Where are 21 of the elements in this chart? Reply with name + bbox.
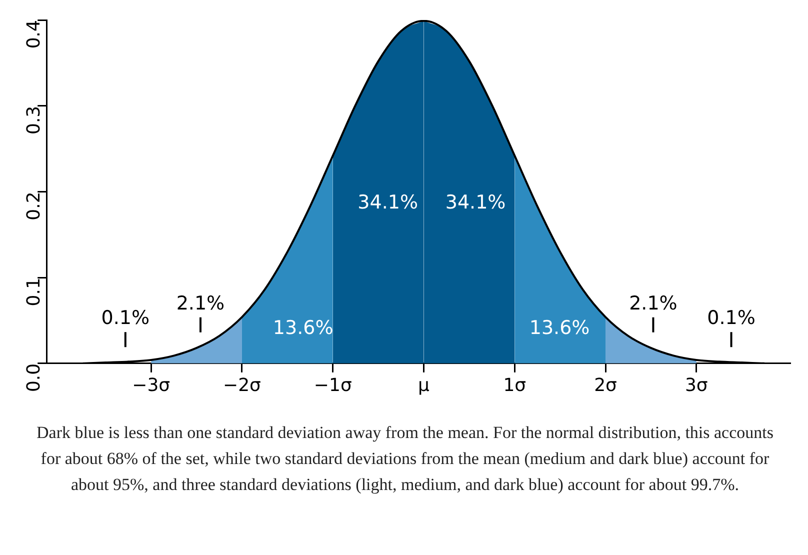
x-tick-label: 3σ (684, 374, 708, 396)
annotation: 13.6% (272, 316, 334, 339)
y-tick-label: 0.2 (23, 192, 44, 220)
annotation: 0.1% (101, 307, 150, 330)
y-tick-label: 0.1 (23, 278, 44, 306)
annotation: 2.1% (629, 292, 678, 314)
x-tick-label: −1σ (314, 374, 352, 396)
x-tick-label: −3σ (132, 374, 170, 396)
annotation: 34.1% (445, 191, 506, 214)
y-tick-label: 0.4 (23, 20, 44, 49)
annotation: 0.1% (707, 307, 756, 330)
x-tick-label: −2σ (223, 374, 261, 396)
annotation: 13.6% (529, 316, 590, 339)
text: Dark blue is less than one standard deviation away from the mean. For the normal distribution, this accounts for about 68% of the set, while two standard deviations from the mean (medium and dark blue) account for about 95%, and three standard deviations (light, medium, and dark blue) account for about 99.7%. (36, 422, 774, 496)
y-tick-label: 0.0 (23, 363, 44, 392)
annotation: 2.1% (176, 292, 225, 314)
annotation: 34.1% (358, 191, 418, 214)
x-tick-label: 1σ (503, 374, 526, 396)
x-tick-label: μ (418, 374, 430, 396)
y-tick-label: 0.3 (23, 106, 44, 134)
x-tick-label: 2σ (594, 374, 617, 396)
